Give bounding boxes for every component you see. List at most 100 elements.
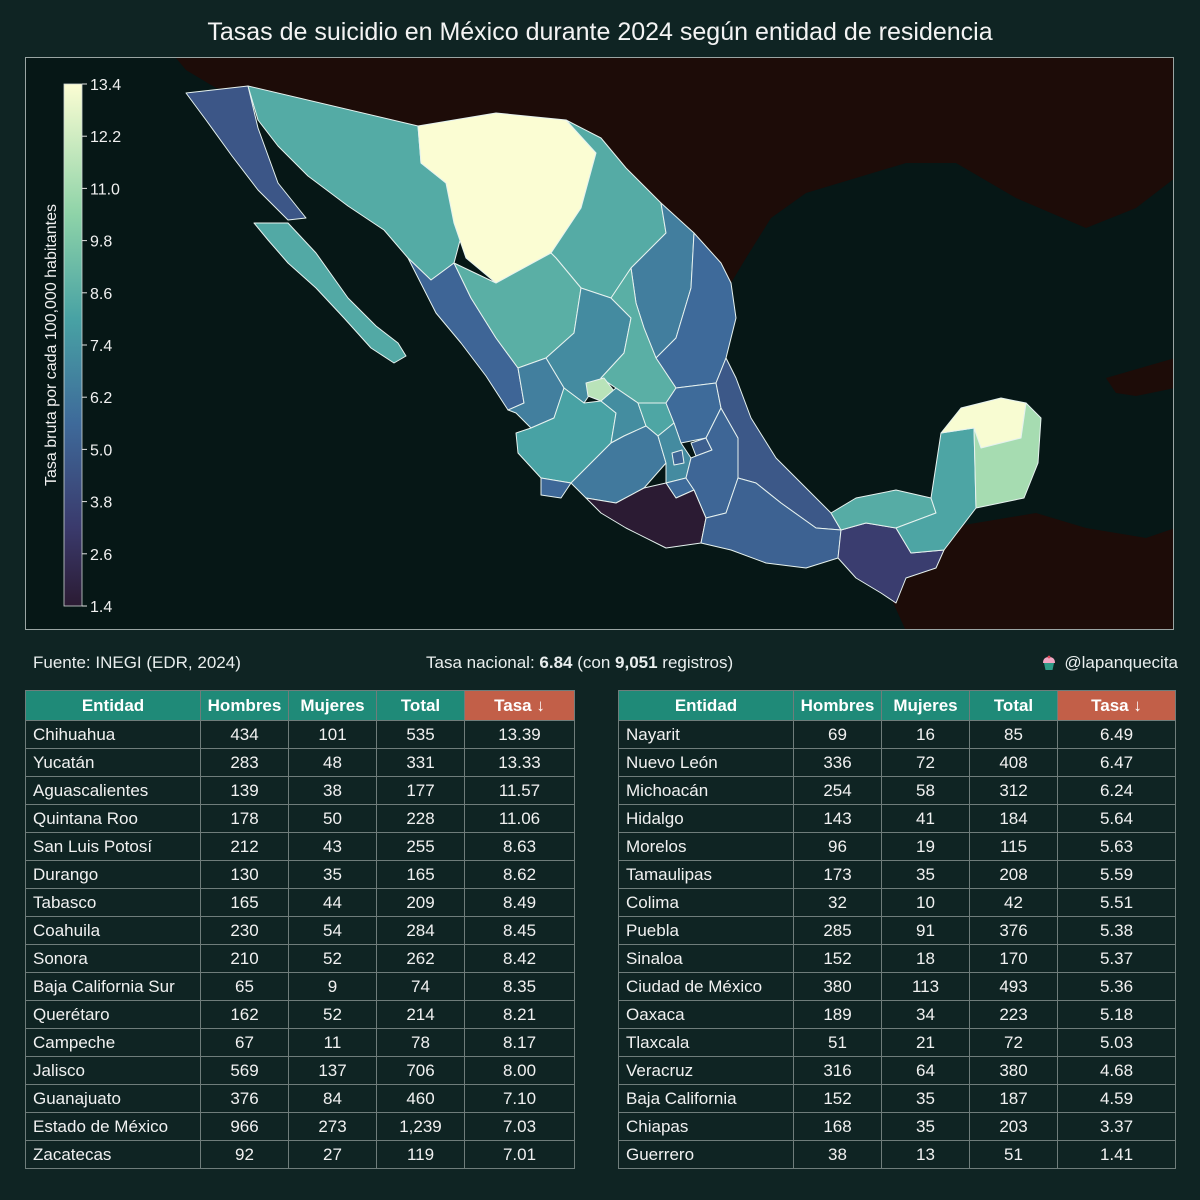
cell-total: 262 xyxy=(376,944,465,973)
table-row: Oaxaca 189 34 223 5.18 xyxy=(618,1000,1176,1029)
cell-tasa: 8.49 xyxy=(464,888,575,917)
national-records-value: 9,051 xyxy=(615,653,658,672)
cell-hombres: 376 xyxy=(200,1084,289,1113)
cell-hombres: 230 xyxy=(200,916,289,945)
cell-tasa: 5.38 xyxy=(1057,916,1176,945)
cell-entidad: Quintana Roo xyxy=(25,804,201,833)
header-entidad[interactable]: Entidad xyxy=(25,690,201,721)
cell-mujeres: 52 xyxy=(288,944,377,973)
table-header-row: Entidad Hombres Mujeres Total Tasa ↓ xyxy=(25,690,575,721)
table-row: Coahuila 230 54 284 8.45 xyxy=(25,916,575,945)
cell-total: 209 xyxy=(376,888,465,917)
cell-entidad: Chihuahua xyxy=(25,720,201,749)
cell-mujeres: 113 xyxy=(881,972,970,1001)
state-quintana-roo xyxy=(973,402,1042,509)
cell-mujeres: 43 xyxy=(288,832,377,861)
map-panel: 13.4 12.2 11.0 9.8 8.6 7.4 6.2 5.0 3.8 2.6 1.4 Tas… xyxy=(25,57,1174,630)
national-rate-middle: (con xyxy=(572,653,616,672)
cell-entidad: Veracruz xyxy=(618,1056,794,1085)
cell-hombres: 92 xyxy=(200,1140,289,1169)
cell-tasa: 7.01 xyxy=(464,1140,575,1169)
cell-hombres: 336 xyxy=(793,748,882,777)
page-title: Tasas de suicidio en México durante 2024… xyxy=(207,18,993,46)
cell-mujeres: 52 xyxy=(288,1000,377,1029)
cell-hombres: 165 xyxy=(200,888,289,917)
cell-total: 408 xyxy=(969,748,1058,777)
state-colima xyxy=(540,477,572,499)
header-mujeres[interactable]: Mujeres xyxy=(288,690,377,721)
table-row: Baja California Sur 65 9 74 8.35 xyxy=(25,972,575,1001)
cell-tasa: 5.36 xyxy=(1057,972,1176,1001)
header-tasa-sorted[interactable]: Tasa ↓ xyxy=(1057,690,1176,721)
table-row: Hidalgo 143 41 184 5.64 xyxy=(618,804,1176,833)
cell-mujeres: 35 xyxy=(881,860,970,889)
header-hombres[interactable]: Hombres xyxy=(793,690,882,721)
cell-tasa: 13.33 xyxy=(464,748,575,777)
cell-hombres: 143 xyxy=(793,804,882,833)
cell-entidad: Nayarit xyxy=(618,720,794,749)
cell-total: 460 xyxy=(376,1084,465,1113)
cell-hombres: 316 xyxy=(793,1056,882,1085)
header-mujeres[interactable]: Mujeres xyxy=(881,690,970,721)
cell-mujeres: 9 xyxy=(288,972,377,1001)
cell-tasa: 5.37 xyxy=(1057,944,1176,973)
cell-total: 706 xyxy=(376,1056,465,1085)
table-row: Colima 32 10 42 5.51 xyxy=(618,888,1176,917)
header-tasa-sorted[interactable]: Tasa ↓ xyxy=(464,690,575,721)
cell-total: 208 xyxy=(969,860,1058,889)
table-row: Ciudad de México 380 113 493 5.36 xyxy=(618,972,1176,1001)
colorbar: 13.4 12.2 11.0 9.8 8.6 7.4 6.2 5.0 3.8 2.6 1.4 Tas… xyxy=(43,77,121,616)
cell-entidad: Hidalgo xyxy=(618,804,794,833)
cell-entidad: Yucatán xyxy=(25,748,201,777)
usa-land xyxy=(176,58,1173,283)
cell-total: 312 xyxy=(969,776,1058,805)
cell-hombres: 65 xyxy=(200,972,289,1001)
table-row: San Luis Potosí 212 43 255 8.63 xyxy=(25,832,575,861)
cell-mujeres: 137 xyxy=(288,1056,377,1085)
table-row: Guanajuato 376 84 460 7.10 xyxy=(25,1084,575,1113)
table-row: Campeche 67 11 78 8.17 xyxy=(25,1028,575,1057)
cell-mujeres: 41 xyxy=(881,804,970,833)
national-rate: Tasa nacional: 6.84 (con 9,051 registros… xyxy=(426,653,733,673)
header-entidad[interactable]: Entidad xyxy=(618,690,794,721)
cell-hombres: 69 xyxy=(793,720,882,749)
cell-mujeres: 64 xyxy=(881,1056,970,1085)
header-hombres[interactable]: Hombres xyxy=(200,690,289,721)
cell-hombres: 178 xyxy=(200,804,289,833)
table-row: Durango 130 35 165 8.62 xyxy=(25,860,575,889)
national-rate-suffix: registros) xyxy=(657,653,734,672)
state-ciudad-de-méxico xyxy=(671,449,685,466)
central-america-land xyxy=(891,513,1173,629)
colorbar-tick-label: 13.4 xyxy=(90,77,121,94)
cell-entidad: Guanajuato xyxy=(25,1084,201,1113)
cell-total: 184 xyxy=(969,804,1058,833)
colorbar-tick-label: 11.0 xyxy=(90,181,120,198)
cell-total: 203 xyxy=(969,1112,1058,1141)
cell-total: 187 xyxy=(969,1084,1058,1113)
cell-hombres: 283 xyxy=(200,748,289,777)
table-row: Zacatecas 92 27 119 7.01 xyxy=(25,1140,575,1169)
cell-total: 223 xyxy=(969,1000,1058,1029)
cell-tasa: 5.59 xyxy=(1057,860,1176,889)
cell-entidad: Michoacán xyxy=(618,776,794,805)
table-row: Veracruz 316 64 380 4.68 xyxy=(618,1056,1176,1085)
author-handle: @lapanquecita xyxy=(1040,653,1178,673)
states xyxy=(185,85,1042,604)
table-row: Puebla 285 91 376 5.38 xyxy=(618,916,1176,945)
cell-tasa: 11.57 xyxy=(464,776,575,805)
cell-tasa: 4.68 xyxy=(1057,1056,1176,1085)
header-total[interactable]: Total xyxy=(969,690,1058,721)
colorbar-tick-label: 5.0 xyxy=(90,442,112,459)
cell-tasa: 8.42 xyxy=(464,944,575,973)
cell-tasa: 8.63 xyxy=(464,832,575,861)
table-row: Chihuahua 434 101 535 13.39 xyxy=(25,720,575,749)
header-total[interactable]: Total xyxy=(376,690,465,721)
cell-mujeres: 48 xyxy=(288,748,377,777)
cell-mujeres: 34 xyxy=(881,1000,970,1029)
cell-entidad: San Luis Potosí xyxy=(25,832,201,861)
cell-tasa: 8.00 xyxy=(464,1056,575,1085)
cell-entidad: Oaxaca xyxy=(618,1000,794,1029)
cell-total: 493 xyxy=(969,972,1058,1001)
cell-total: 1,239 xyxy=(376,1112,465,1141)
cell-hombres: 139 xyxy=(200,776,289,805)
